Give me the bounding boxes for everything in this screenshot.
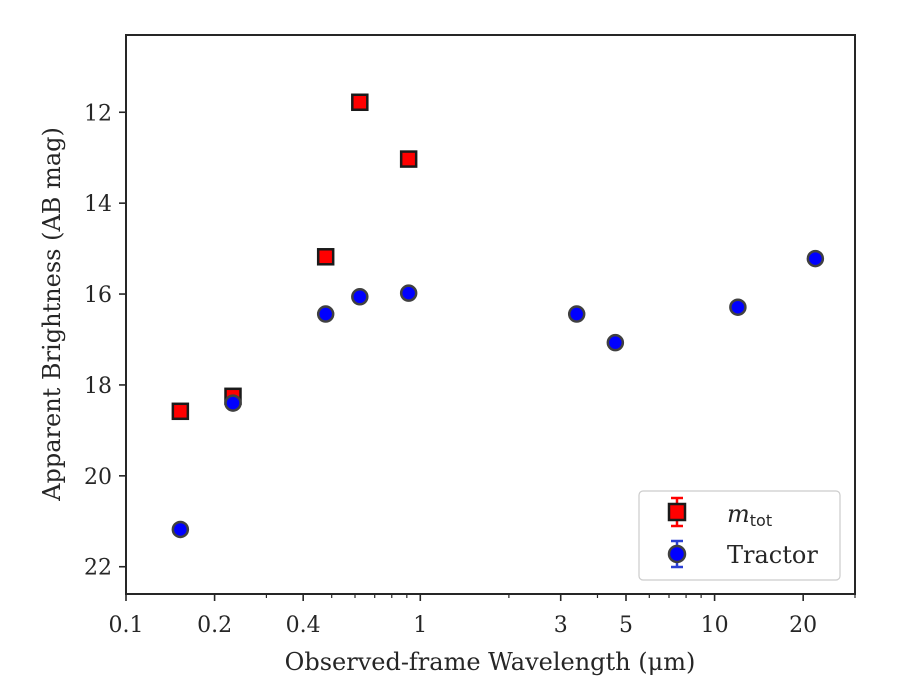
y-tick-label: 14 xyxy=(84,192,112,217)
plot-frame xyxy=(125,34,856,595)
x-tick-label: 3 xyxy=(554,613,568,638)
y-tick-label: 18 xyxy=(84,374,112,399)
data-marks xyxy=(171,93,825,539)
tractor-point xyxy=(171,520,190,539)
legend-mtot-marker xyxy=(667,502,687,522)
series-mtot xyxy=(171,93,418,421)
tractor-point xyxy=(399,284,418,302)
x-tick-label: 0.2 xyxy=(197,613,232,638)
legend-entry-tractor: Tractor xyxy=(667,539,818,569)
y-axis-label: Apparent Brightness (AB mag) xyxy=(38,127,66,502)
legend-box xyxy=(638,490,841,581)
y-tick-label: 20 xyxy=(84,465,112,490)
x-tick-label: 0.1 xyxy=(109,613,144,638)
x-axis-label: Observed-frame Wavelength (μm) xyxy=(285,648,696,676)
x-tick-label: 20 xyxy=(789,613,817,638)
tractor-point xyxy=(806,249,825,268)
x-tick-label: 0.4 xyxy=(286,613,321,638)
tractor-point xyxy=(606,333,625,352)
tractor-point xyxy=(224,394,242,412)
legend-tractor-label: Tractor xyxy=(727,541,818,569)
mtot-point xyxy=(399,150,418,168)
legend-mtot-label: mtot xyxy=(727,500,772,530)
x-tick-label: 1 xyxy=(413,613,427,638)
legend: mtot Tractor xyxy=(638,490,841,581)
mtot-point xyxy=(351,93,369,112)
y-tick-label: 22 xyxy=(84,556,112,581)
tractor-point xyxy=(729,298,747,316)
legend-tractor-marker xyxy=(667,544,687,564)
y-tick-label: 12 xyxy=(84,101,112,126)
x-tick-label: 10 xyxy=(701,613,729,638)
tractor-point xyxy=(567,305,586,323)
legend-entry-mtot: mtot xyxy=(667,496,772,530)
tractor-point xyxy=(316,305,335,323)
tractor-point xyxy=(351,288,369,306)
mtot-point xyxy=(316,248,335,266)
mtot-point xyxy=(171,402,190,421)
x-axis-ticks: 0.1 0.2 0.4 1 3 5 10 20 xyxy=(109,594,817,638)
series-tractor xyxy=(171,249,825,539)
y-axis-ticks: 12 14 16 18 20 22 xyxy=(84,101,126,581)
x-tick-label: 5 xyxy=(619,613,633,638)
y-tick-label: 16 xyxy=(84,283,112,308)
